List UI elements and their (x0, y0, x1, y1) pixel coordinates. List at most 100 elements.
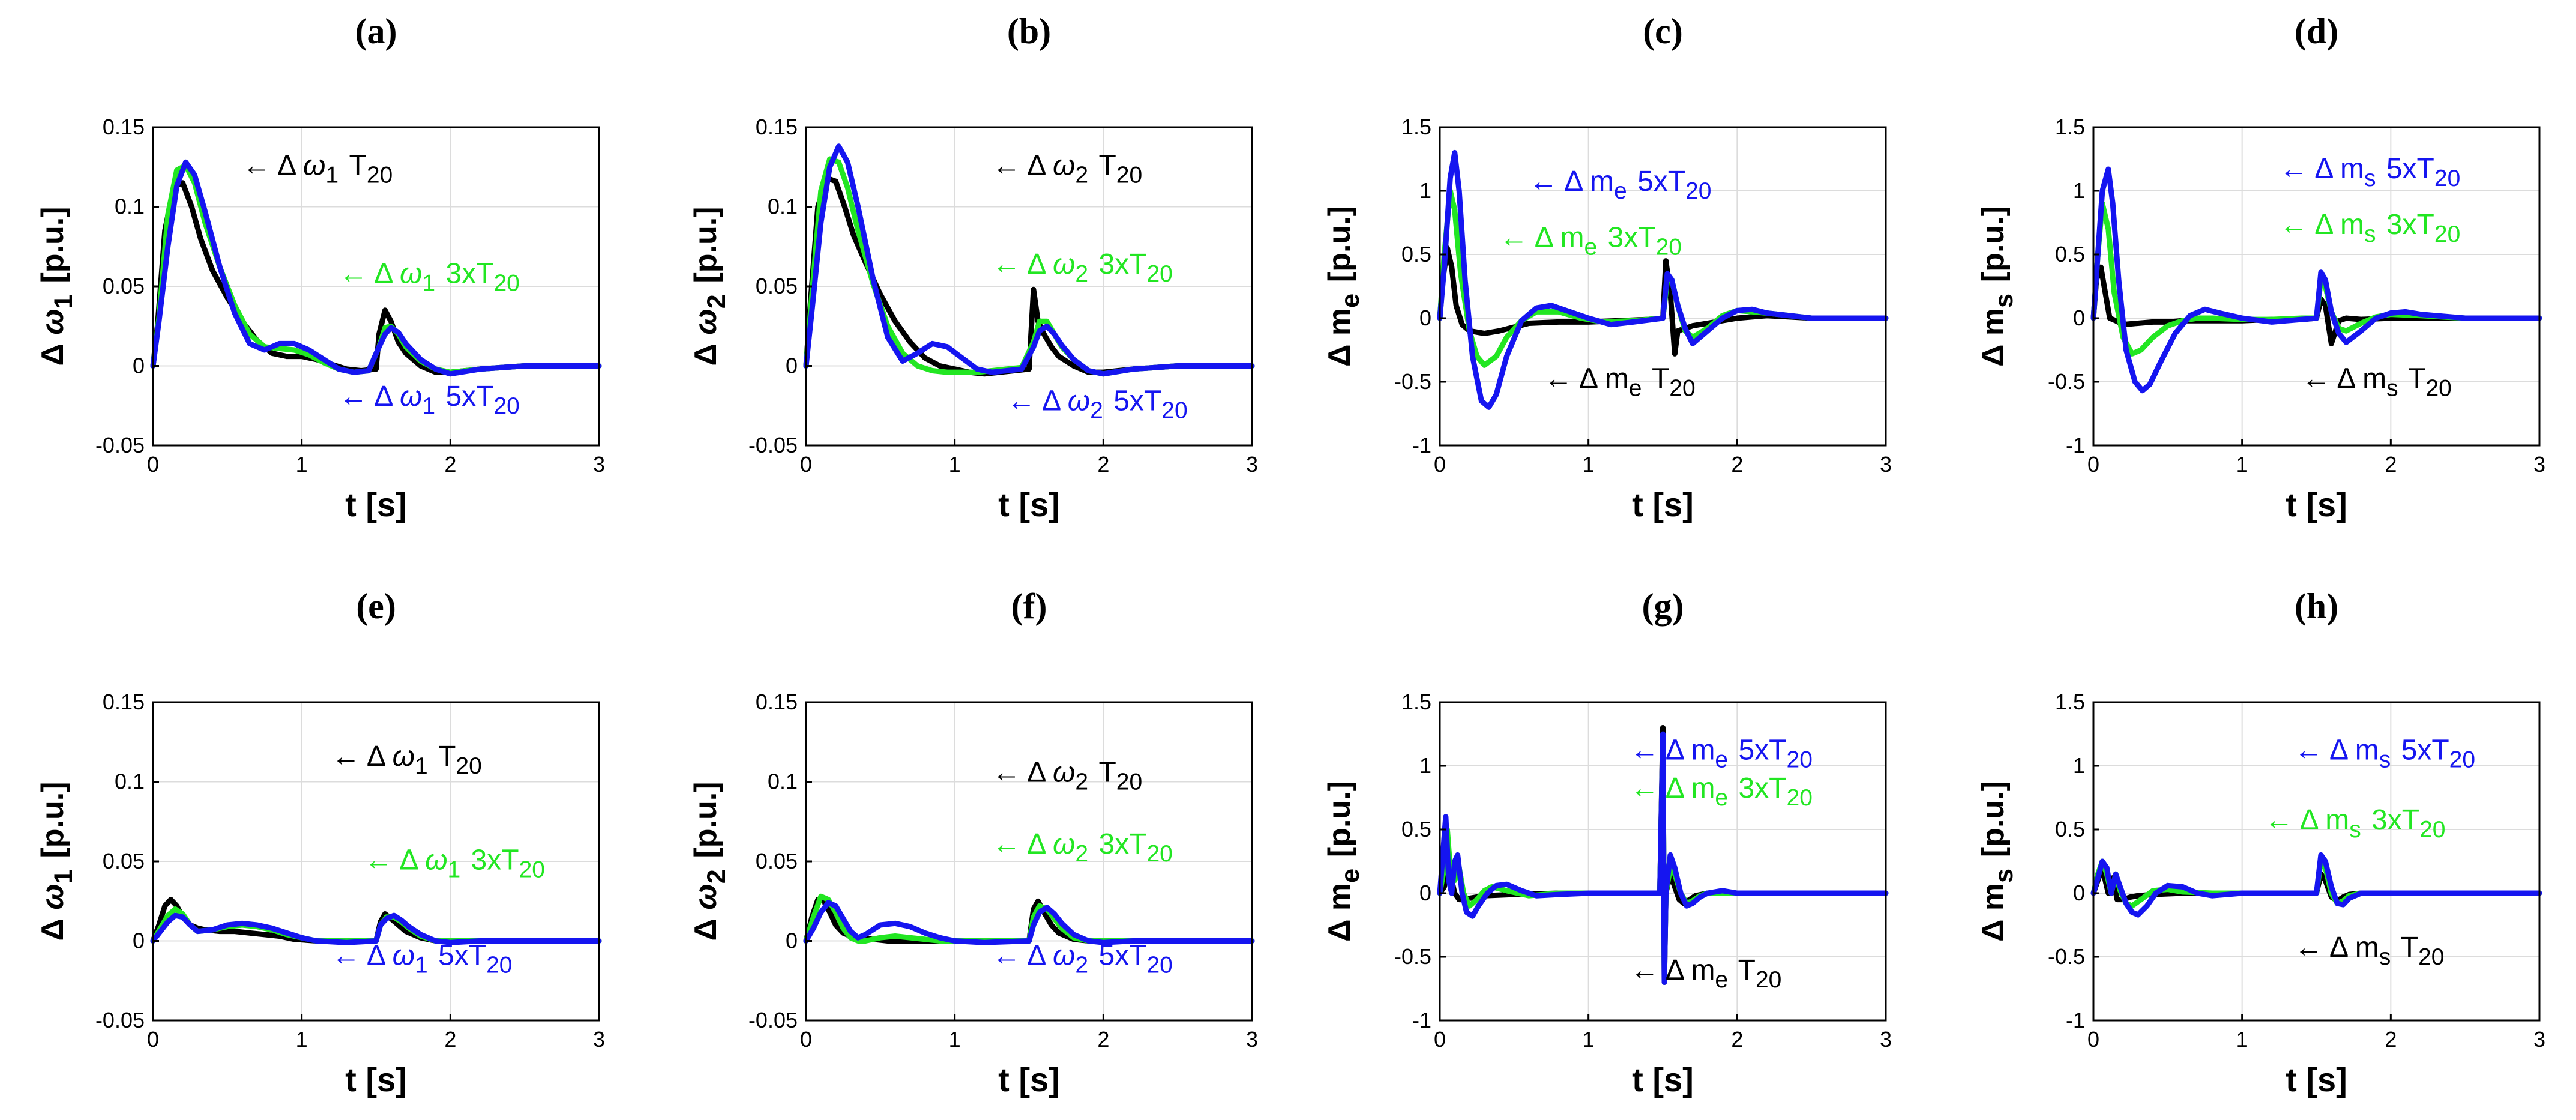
x-tick-label: 2 (1731, 1027, 1743, 1052)
annotation-5xT20: ← Δ ω2 5xT20 (1007, 385, 1190, 424)
x-tick-label: 2 (1097, 1027, 1109, 1052)
y-axis-label: Δ ω1 [p.u.] (35, 781, 78, 941)
annotation-3xT20: ← Δ ω2 3xT20 (992, 828, 1175, 867)
y-tick-label: 0.05 (103, 274, 145, 298)
axes-box (1439, 126, 1887, 447)
y-tick-label: -1 (1412, 1008, 1431, 1032)
y-tick-label: 1 (2073, 178, 2085, 203)
series-line-5xT20 (150, 159, 602, 377)
x-axis-label: t [s] (1632, 486, 1694, 523)
y-tick-label: -0.05 (95, 1008, 145, 1032)
x-tick-label: 1 (296, 452, 308, 477)
y-tick-label: 1.5 (1401, 115, 1431, 139)
x-tick-label: 3 (593, 452, 605, 477)
chart-panel-g: 0 1 2 3 -1 -0.5 0 0.5 1 1.5 t [s] Δ me [p.u.] (g) ← Δ… (1322, 586, 1892, 1098)
series-line-5xT20 (1437, 731, 1889, 985)
x-tick-label: 3 (1246, 452, 1258, 477)
annotation-5xT20: ← Δ ω2 5xT20 (992, 939, 1175, 978)
x-axis-label: t [s] (345, 486, 407, 523)
annotation-5xT20: ← Δ me 5xT20 (1630, 734, 1815, 772)
x-tick-label: 0 (2087, 452, 2099, 477)
y-axis-label: Δ ω2 [p.u.] (688, 206, 731, 366)
y-tick-label: 1.5 (1401, 690, 1431, 714)
x-tick-label: 0 (147, 1027, 159, 1052)
y-tick-label: 0.15 (756, 115, 798, 139)
axes-box (1439, 701, 1887, 1022)
x-tick-label: 2 (2385, 452, 2397, 477)
panel-title: (h) (2295, 586, 2338, 626)
x-tick-label: 2 (2385, 1027, 2397, 1052)
annotation-3xT20: ← Δ ms 3xT20 (2280, 209, 2463, 247)
y-tick-label: 0 (133, 354, 145, 378)
plot-area (2093, 127, 2539, 445)
series-line-5xT20 (150, 912, 602, 945)
y-tick-label: -1 (1412, 433, 1431, 457)
x-tick-label: 2 (444, 452, 456, 477)
y-tick-label: 1.5 (2055, 690, 2085, 714)
x-tick-label: 1 (1583, 1027, 1595, 1052)
series-line-5xT20 (803, 900, 1255, 945)
y-tick-label: 0.5 (1401, 817, 1431, 842)
x-tick-label: 1 (1583, 452, 1595, 477)
x-axis-label: t [s] (1632, 1061, 1694, 1098)
x-tick-label: 0 (147, 452, 159, 477)
annotation-T20: ← Δ ω2 T20 (992, 757, 1145, 795)
x-tick-label: 0 (1434, 1027, 1446, 1052)
x-tick-label: 0 (1434, 452, 1446, 477)
series-line-5xT20 (2090, 166, 2542, 394)
y-tick-label: -0.05 (748, 1008, 798, 1032)
axes-box (2092, 126, 2541, 447)
y-tick-label: 0.1 (768, 194, 798, 219)
y-tick-label: -0.5 (1394, 944, 1431, 969)
y-tick-label: 1 (2073, 753, 2085, 778)
y-axis-label: Δ me [p.u.] (1322, 781, 1365, 942)
y-tick-label: -0.5 (1394, 369, 1431, 394)
annotation-3xT20: ← Δ ms 3xT20 (2265, 804, 2448, 843)
annotation-3xT20: ← Δ ω1 3xT20 (339, 258, 522, 297)
annotation-T20: ← Δ me T20 (1630, 954, 1784, 993)
y-tick-label: 0 (2073, 881, 2085, 905)
annotation-5xT20: ← Δ me 5xT20 (1529, 166, 1714, 204)
panel-title: (a) (355, 11, 397, 51)
annotation-5xT20: ← Δ ms 5xT20 (2280, 153, 2463, 191)
y-tick-label: 0 (1419, 306, 1431, 330)
x-tick-label: 1 (2236, 452, 2248, 477)
y-tick-label: 0 (786, 354, 798, 378)
x-tick-label: 3 (1246, 1027, 1258, 1052)
y-axis-label: Δ ω2 [p.u.] (688, 781, 731, 941)
panel-title: (e) (356, 586, 396, 626)
y-tick-label: 0.05 (103, 849, 145, 873)
annotation-3xT20: ← Δ me 3xT20 (1630, 772, 1815, 811)
y-tick-label: 0.1 (768, 769, 798, 794)
annotation-5xT20: ← Δ ω1 5xT20 (331, 939, 514, 978)
panel-title: (c) (1643, 11, 1683, 51)
x-tick-label: 1 (296, 1027, 308, 1052)
y-tick-label: 0.5 (2055, 242, 2085, 266)
x-axis-label: t [s] (998, 486, 1060, 523)
x-tick-label: 3 (1880, 452, 1892, 477)
x-tick-label: 2 (1731, 452, 1743, 477)
panel-title: (f) (1011, 586, 1047, 626)
x-tick-label: 2 (1097, 452, 1109, 477)
plot-area (2093, 702, 2539, 1020)
y-tick-label: 0 (133, 929, 145, 953)
chart-panel-c: 0 1 2 3 -1 -0.5 0 0.5 1 1.5 t [s] Δ me [p.u.] (c) ← Δ… (1322, 11, 1892, 523)
series-line-5xT20 (2090, 852, 2542, 918)
y-tick-label: 0.5 (2055, 817, 2085, 842)
y-tick-label: 0.15 (103, 115, 145, 139)
y-tick-label: -0.05 (95, 433, 145, 457)
axes-box (2092, 701, 2541, 1022)
x-tick-label: 0 (2087, 1027, 2099, 1052)
y-tick-label: 1 (1419, 753, 1431, 778)
x-axis-label: t [s] (2286, 486, 2347, 523)
x-axis-label: t [s] (2286, 1061, 2347, 1098)
x-tick-label: 3 (1880, 1027, 1892, 1052)
x-axis-label: t [s] (345, 1061, 407, 1098)
annotation-3xT20: ← Δ ω1 3xT20 (364, 844, 547, 882)
x-axis-label: t [s] (998, 1061, 1060, 1098)
x-tick-label: 3 (2533, 452, 2545, 477)
y-tick-label: -0.5 (2048, 944, 2085, 969)
